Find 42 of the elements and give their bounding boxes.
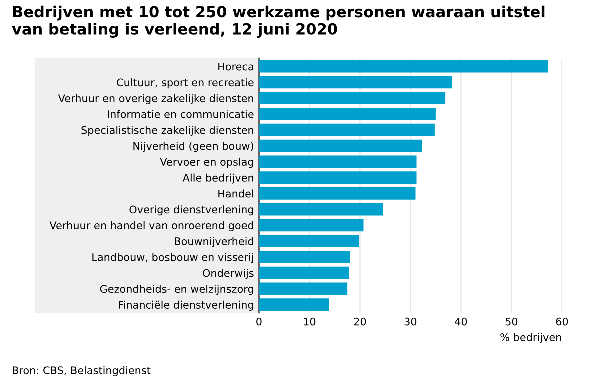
y-tick-label: Cultuur, sport en recreatie [117, 78, 254, 89]
bar [259, 60, 548, 73]
y-tick-label: Bouwnijverheid [175, 237, 254, 248]
x-tick-label: 60 [556, 318, 568, 326]
y-tick-label: Handel [218, 190, 254, 198]
bar [259, 282, 348, 296]
bar [259, 235, 360, 248]
bar [259, 203, 384, 216]
y-tick-label: Vervoer en opslag [160, 158, 254, 168]
x-tick-label: 20 [354, 318, 366, 326]
y-tick-label: Verhuur en handel van onroerend goed [50, 221, 254, 232]
chart-title: Bedrijven met 10 tot 250 werkzame personen waaraan uitstel van betaling is verleend, 12 juni 2020 [12, 6, 545, 38]
y-tick-label: Nijverheid (geen bouw) [134, 142, 254, 152]
y-tick-label: Verhuur en overige zakelijke diensten [58, 94, 254, 104]
y-tick-label: Onderwijs [203, 269, 254, 280]
bar [259, 156, 417, 168]
y-tick-label: Financiële dienstverlening [119, 300, 254, 311]
x-tick-label: 50 [506, 318, 518, 326]
y-tick-label: Informatie en communicatie [108, 110, 254, 118]
y-tick-label: Alle bedrijven [182, 174, 254, 184]
bar [259, 108, 436, 120]
x-axis-title: % bedrijven [500, 333, 562, 344]
y-tick-label: Gezondheids- en welzijnszorg [100, 285, 254, 296]
y-tick-label: Landbouw, bosbouw en visserij [92, 253, 254, 264]
x-tick-label: 30 [404, 318, 417, 326]
bar [259, 124, 435, 136]
x-tick-label: 10 [304, 318, 316, 326]
bar [259, 92, 446, 105]
y-tick-label: Horeca [218, 62, 254, 71]
x-tick-label: 0 [256, 318, 262, 326]
bar [259, 172, 417, 184]
bar [259, 266, 350, 280]
bar [259, 76, 452, 89]
bar [259, 298, 330, 312]
bar [259, 187, 416, 200]
bar [259, 251, 350, 264]
bar [259, 140, 422, 152]
y-tick-label: Overige dienstverlening [130, 206, 254, 216]
bar [259, 219, 364, 232]
x-tick-label: 40 [455, 318, 468, 326]
y-tick-label: Specialistische zakelijke diensten [82, 126, 254, 136]
text: Bron: CBS, Belastingdienst [13, 366, 151, 376]
